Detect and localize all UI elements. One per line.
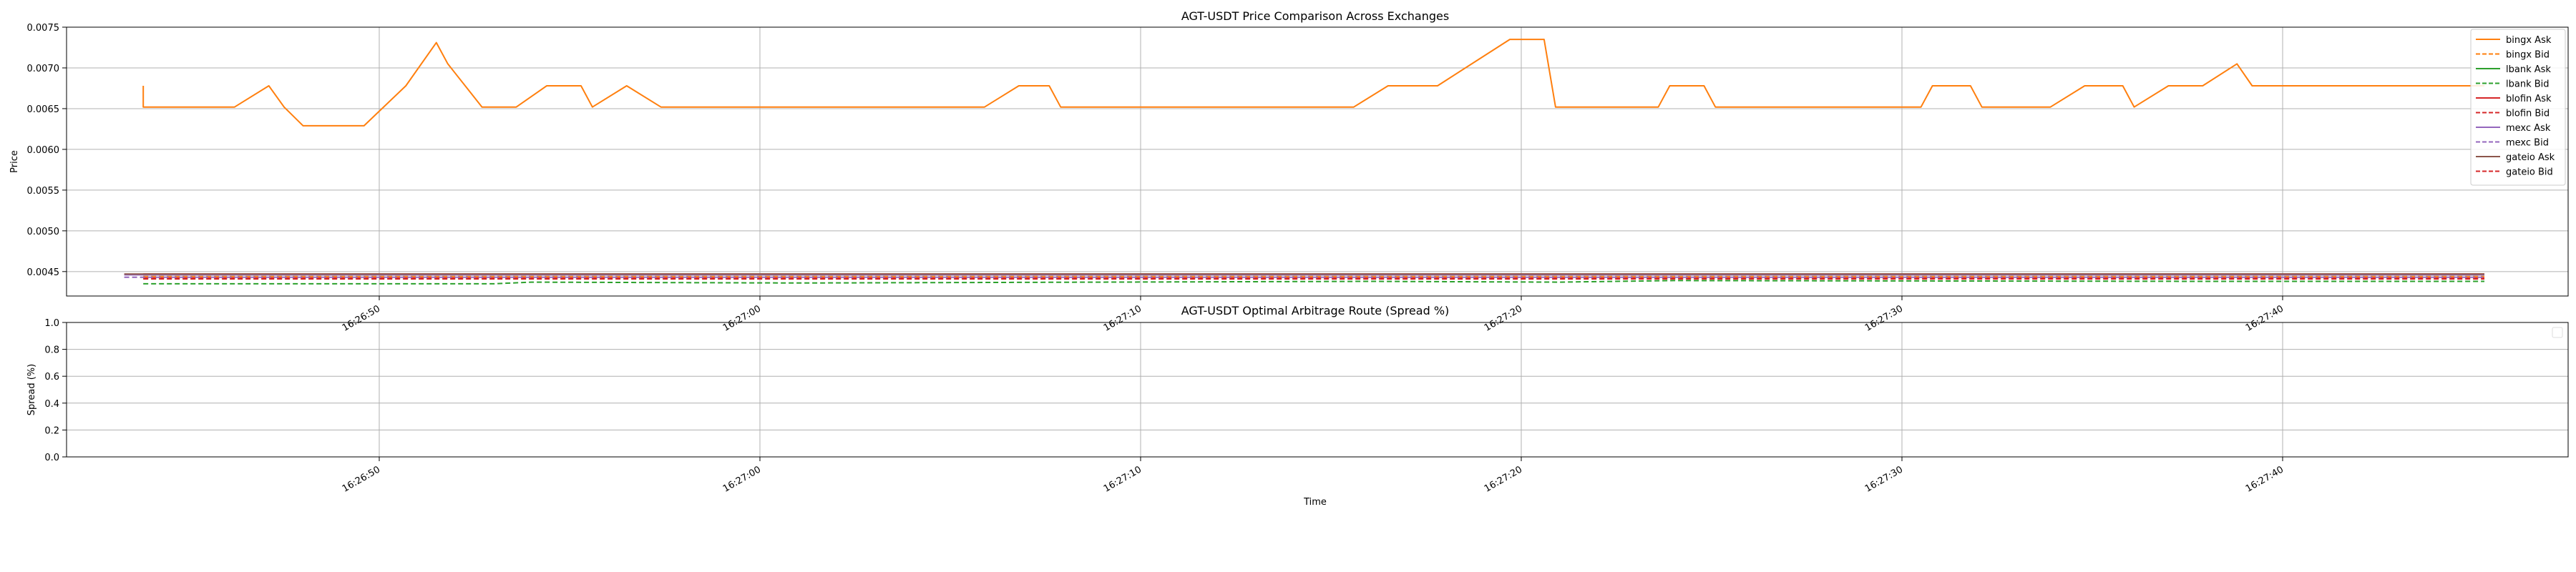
legend-label: gateio Bid (2506, 167, 2553, 178)
y-tick-label: 0.0050 (27, 227, 60, 237)
x-tick-label: 16:27:10 (1102, 464, 1143, 494)
legend-label: lbank Bid (2506, 79, 2550, 90)
price-chart-y-axis-label: Price (9, 150, 20, 173)
spread-chart-frame (66, 322, 2569, 458)
spread-chart-grid (67, 322, 2568, 458)
price-chart-grid (67, 26, 2568, 296)
y-tick-label: 1.0 (44, 318, 59, 329)
spread-chart-title: AGT-USDT Optimal Arbitrage Route (Spread… (1181, 304, 1450, 317)
price-chart-y-ticks: 0.0045 0.0050 0.0055 0.0060 0.0065 0.0070 0.00… (27, 23, 67, 278)
legend-label: gateio Ask (2506, 152, 2555, 163)
spread-chart-y-axis-label: Spread (%) (26, 364, 37, 415)
x-tick-label: 16:27:10 (1102, 303, 1143, 333)
legend-label: blofin Ask (2506, 94, 2552, 104)
price-chart-series (124, 39, 2484, 285)
x-tick-label: 16:27:30 (1863, 303, 1905, 333)
y-tick-label: 0.0065 (27, 104, 60, 115)
y-tick-label: 0.6 (44, 372, 59, 383)
x-tick-label: 16:27:40 (2244, 303, 2285, 333)
y-tick-label: 0.0060 (27, 145, 60, 156)
spread-chart: AGT-USDT Optimal Arbitrage Route (Spread… (26, 304, 2569, 508)
y-tick-label: 0.0070 (27, 64, 60, 74)
series-line-bingx-ask (142, 39, 2484, 127)
price-chart-legend: bingx Ask bingx Bid lbank Ask lbank Bid blof… (2470, 29, 2566, 186)
legend-label: lbank Ask (2506, 64, 2551, 75)
legend-label: bingx Bid (2506, 50, 2550, 61)
price-chart-frame (66, 26, 2569, 297)
spread-chart-x-axis-label: Time (1303, 497, 1327, 508)
spread-chart-empty-legend (2552, 327, 2563, 338)
legend-label: blofin Bid (2506, 109, 2550, 119)
legend-label: mexc Bid (2506, 138, 2549, 149)
x-tick-label: 16:26:50 (341, 464, 382, 494)
y-tick-label: 0.8 (44, 345, 59, 356)
x-tick-label: 16:27:00 (721, 464, 763, 494)
y-tick-label: 0.2 (44, 425, 59, 436)
price-chart-title: AGT-USDT Price Comparison Across Exchang… (1181, 9, 1449, 23)
x-tick-label: 16:27:40 (2244, 464, 2285, 494)
y-tick-label: 0.0055 (27, 186, 60, 197)
x-tick-label: 16:27:30 (1863, 464, 1905, 494)
spread-chart-x-ticks: 16:26:50 16:27:00 16:27:10 16:27:20 16:27:30… (341, 457, 2285, 495)
x-tick-label: 16:27:20 (1483, 464, 1524, 494)
y-tick-label: 0.0075 (27, 23, 60, 34)
y-tick-label: 0.0045 (27, 267, 60, 278)
x-tick-label: 16:26:50 (341, 303, 382, 333)
price-chart: AGT-USDT Price Comparison Across Exchang… (9, 9, 2569, 334)
legend-label: mexc Ask (2506, 123, 2551, 134)
y-tick-label: 0.0 (44, 453, 59, 463)
series-line-lbank-bid (143, 280, 2484, 285)
spread-chart-y-ticks: 0.0 0.2 0.4 0.6 0.8 1.0 (44, 318, 67, 463)
x-tick-label: 16:27:00 (721, 303, 763, 333)
y-tick-label: 0.4 (44, 399, 59, 410)
legend-label: bingx Ask (2506, 35, 2552, 46)
x-tick-label: 16:27:20 (1483, 303, 1524, 333)
